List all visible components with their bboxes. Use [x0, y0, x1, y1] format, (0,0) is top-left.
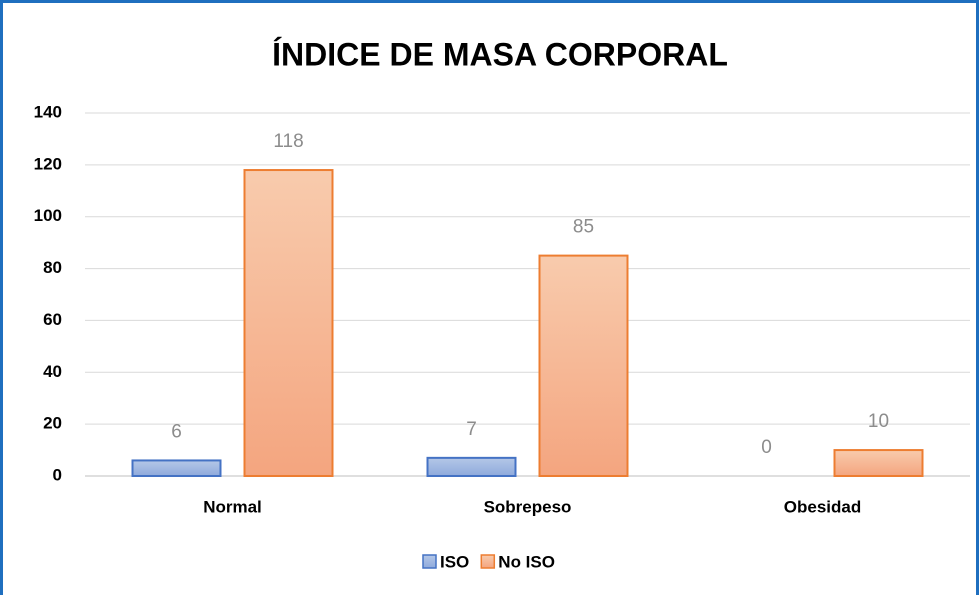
- chart-title: ÍNDICE DE MASA CORPORAL: [272, 36, 728, 72]
- y-tick-label: 140: [34, 102, 62, 121]
- y-tick-label: 120: [34, 154, 62, 173]
- x-tick-label: Normal: [203, 497, 262, 516]
- data-label: 85: [573, 217, 594, 238]
- y-tick-label: 40: [43, 362, 62, 381]
- data-label: 6: [171, 421, 182, 442]
- y-tick-label: 100: [34, 206, 62, 225]
- bar: [426, 456, 517, 478]
- bar: [538, 254, 629, 477]
- bar: [243, 169, 334, 478]
- x-tick-label: Sobrepeso: [484, 497, 572, 516]
- legend-label: No ISO: [498, 552, 555, 571]
- data-label: 10: [868, 411, 889, 432]
- y-tick-label: 80: [43, 258, 62, 277]
- legend-label: ISO: [440, 552, 469, 571]
- bar: [833, 449, 924, 478]
- bar: [131, 459, 222, 478]
- data-label: 0: [761, 437, 772, 458]
- legend-swatch: [422, 554, 437, 569]
- legend-swatch: [480, 554, 496, 569]
- y-tick-label: 20: [43, 414, 62, 433]
- x-tick-label: Obesidad: [784, 497, 861, 516]
- y-tick-label: 60: [43, 310, 62, 329]
- data-label: 118: [273, 131, 303, 152]
- y-tick-label: 0: [53, 465, 62, 484]
- data-label: 7: [466, 419, 477, 440]
